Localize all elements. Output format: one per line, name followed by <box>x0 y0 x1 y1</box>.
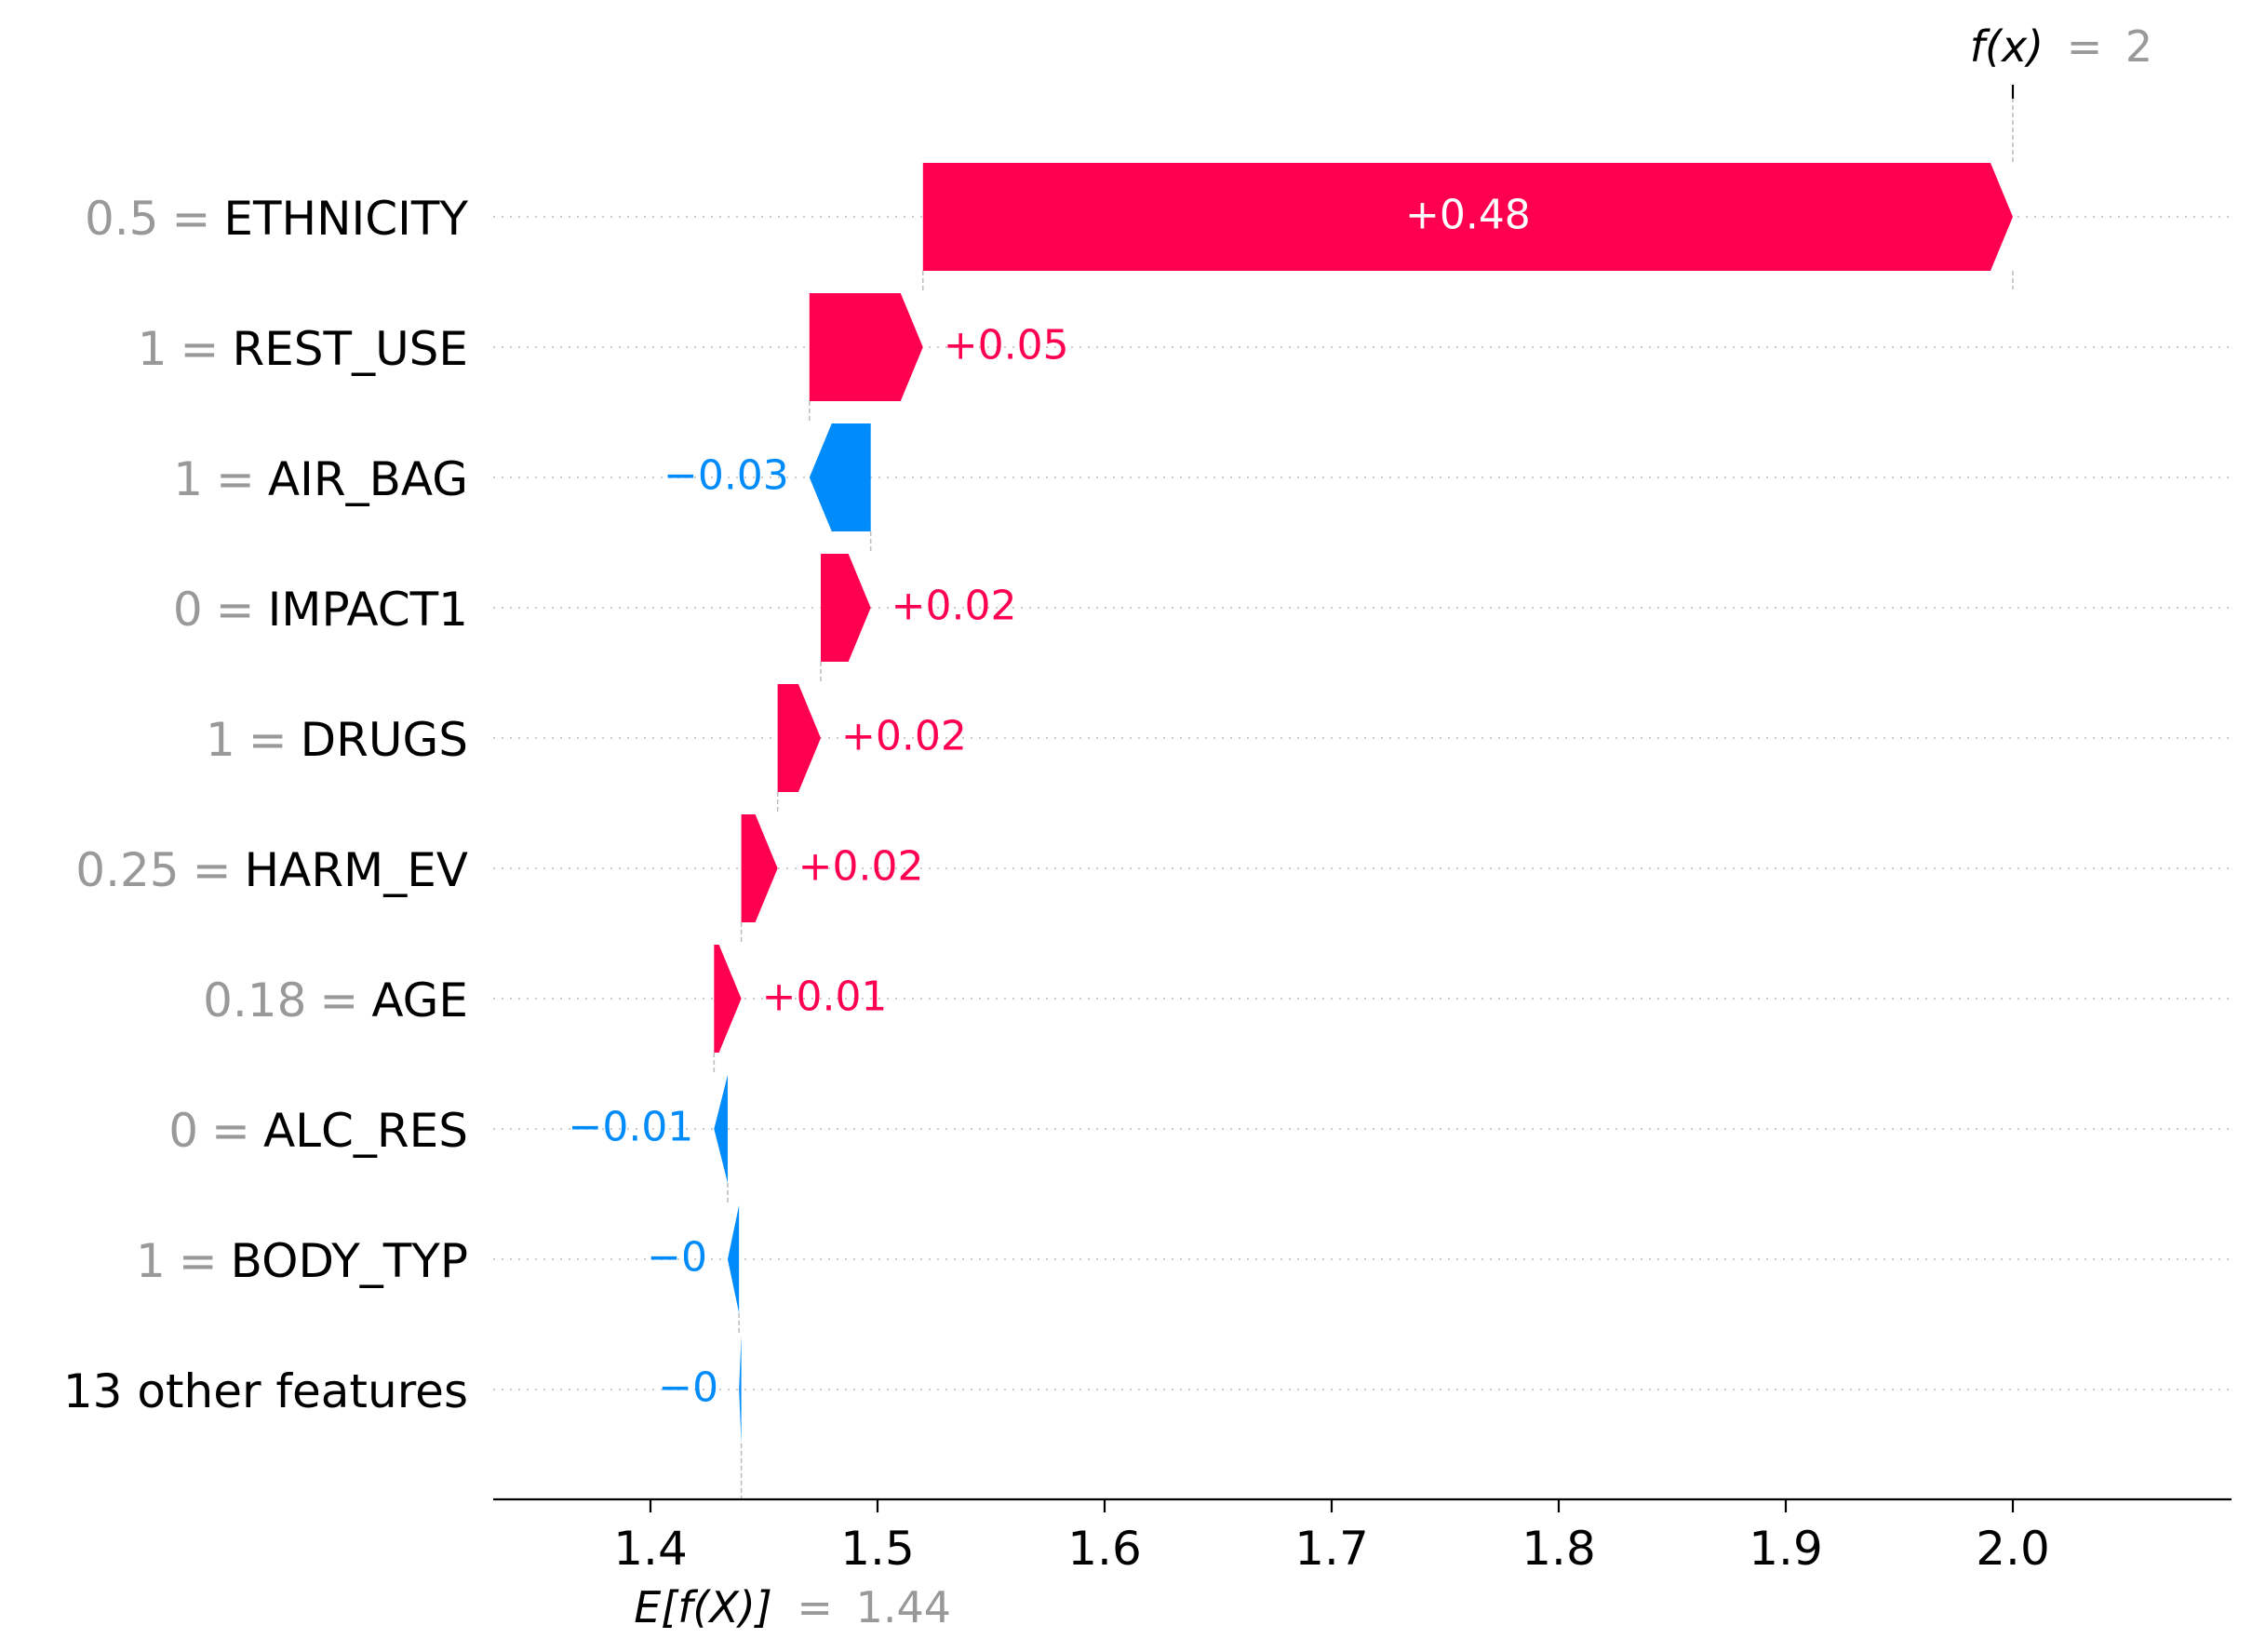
feature-value: 0.18 <box>203 974 306 1027</box>
feature-name: DRUGS <box>301 713 468 767</box>
feature-value: 0 <box>168 1104 198 1158</box>
contribution-bar <box>741 814 778 922</box>
feature-eq: = <box>248 713 288 767</box>
feature-label: 0 = ALC_RES <box>168 1104 468 1158</box>
contribution-bar <box>922 163 2013 271</box>
feature-eq: = <box>216 583 255 637</box>
x-tick-label: 1.9 <box>1749 1522 1823 1576</box>
feature-value: 0.5 <box>85 192 159 246</box>
contribution-labels: +0.48 +0.05 −0.03 +0.02 +0.02 +0.02 +0.01 −0.01… <box>568 192 1530 1412</box>
contribution-bar <box>714 945 742 1053</box>
contribution-bar <box>777 684 821 792</box>
contribution-label: +0.02 <box>841 713 967 760</box>
feature-eq: = <box>181 322 220 376</box>
feature-value: 1 <box>138 322 168 376</box>
feature-label: 13 other features <box>63 1364 468 1418</box>
x-tick-label: 1.8 <box>1521 1522 1596 1576</box>
feature-label: 0.25 = HARM_EV <box>75 843 468 897</box>
base-value-name: E[f(X)] <box>634 1582 772 1632</box>
feature-eq: = <box>319 974 358 1027</box>
feature-name: ETHNICITY <box>223 192 468 246</box>
feature-eq: = <box>211 1104 250 1158</box>
contribution-label: −0 <box>658 1364 718 1412</box>
feature-value: 1 <box>206 713 235 767</box>
base-value-label: E[f(X)] = 1.44 <box>634 1582 951 1632</box>
contribution-bar <box>714 1075 728 1183</box>
row-gridlines <box>493 216 2232 1390</box>
feature-value: 1 <box>173 452 203 506</box>
feature-label: 1 = REST_USE <box>138 322 468 376</box>
feature-name: AIR_BAG <box>268 452 468 506</box>
contribution-label: +0.48 <box>1405 192 1531 239</box>
x-tick-label: 2.0 <box>1976 1522 2050 1576</box>
contribution-label: −0.01 <box>568 1104 693 1151</box>
x-axis-ticks: 1.4 1.5 1.6 1.7 1.8 1.9 2.0 <box>613 1499 2050 1576</box>
contribution-label: +0.01 <box>762 974 888 1021</box>
feature-name: IMPACT1 <box>268 583 468 637</box>
feature-eq: = <box>179 1234 218 1288</box>
feature-eq: = <box>171 192 210 246</box>
feature-label: 1 = AIR_BAG <box>173 452 468 506</box>
feature-eq: = <box>216 452 255 506</box>
contribution-bar <box>727 1205 740 1313</box>
output-value-name: f(x) <box>1970 21 2044 72</box>
feature-name: REST_USE <box>232 322 468 376</box>
contribution-bar <box>821 554 871 662</box>
contribution-bars <box>714 163 2013 1444</box>
feature-name: HARM_EV <box>245 843 468 897</box>
contribution-label: +0.05 <box>944 322 1069 369</box>
feature-label: 0 = IMPACT1 <box>173 583 468 637</box>
x-tick-label: 1.4 <box>613 1522 688 1576</box>
contribution-label: −0.03 <box>664 452 789 500</box>
contribution-label: +0.02 <box>798 843 924 891</box>
base-value-eq: = <box>797 1582 833 1632</box>
feature-name: BODY_TYP <box>231 1234 468 1288</box>
feature-label: 1 = BODY_TYP <box>136 1234 468 1288</box>
contribution-label: +0.02 <box>891 583 1017 630</box>
output-value-number: 2 <box>2125 21 2152 72</box>
output-value-eq: = <box>2067 21 2103 72</box>
x-tick-label: 1.5 <box>840 1522 915 1576</box>
feature-value: 0.25 <box>75 843 179 897</box>
contribution-bar <box>739 1336 742 1444</box>
feature-name: ALC_RES <box>263 1104 468 1158</box>
x-tick-label: 1.6 <box>1067 1522 1142 1576</box>
feature-value: 1 <box>136 1234 166 1288</box>
contribution-label: −0 <box>647 1234 707 1282</box>
feature-eq: = <box>193 843 232 897</box>
x-tick-label: 1.7 <box>1294 1522 1369 1576</box>
output-value-label: f(x) = 2 <box>1970 21 2152 72</box>
connector-lines <box>713 90 2014 1499</box>
feature-name: AGE <box>371 974 468 1027</box>
feature-label: 0.18 = AGE <box>203 974 468 1027</box>
feature-value: 0 <box>173 583 203 637</box>
contribution-bar <box>809 423 871 531</box>
contribution-bar <box>809 293 923 401</box>
feature-label: 1 = DRUGS <box>206 713 468 767</box>
feature-label: 0.5 = ETHNICITY <box>85 192 469 246</box>
base-value-number: 1.44 <box>856 1582 951 1632</box>
feature-name: 13 other features <box>63 1364 468 1418</box>
